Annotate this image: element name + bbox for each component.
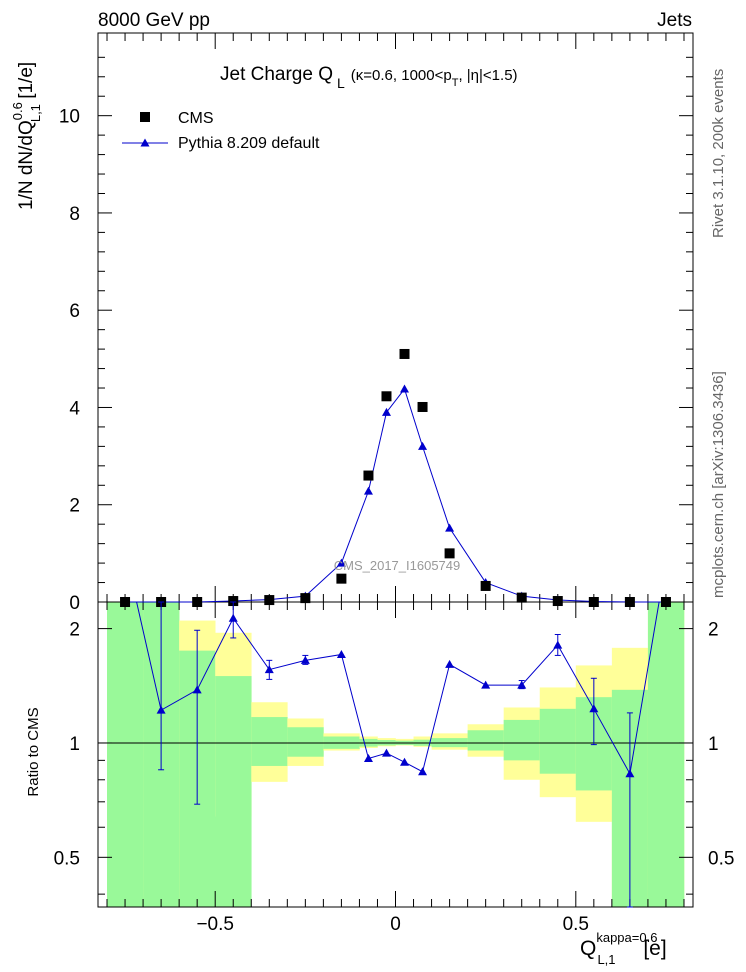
chart-title-main: Jet Charge Q [220, 64, 333, 85]
main-y-label-sup: 0.6 [10, 102, 25, 120]
cms-point [516, 592, 527, 603]
ratio-ytick-label-right: 1 [708, 734, 719, 755]
pythia-point [445, 523, 455, 532]
pythia-point [418, 441, 428, 450]
band-stat-12 [467, 730, 504, 751]
cms-point [588, 597, 599, 607]
rivet-version-label: Rivet 3.1.10, 200k events [710, 69, 727, 238]
band-stat-5 [287, 727, 324, 757]
x-label-b: [e] [638, 937, 667, 960]
cms-point [444, 548, 455, 559]
cms-point [417, 401, 428, 412]
chart-title: Jet Charge Q L (κ=0.6, 1000<pT, |η|<1.5) [220, 64, 518, 91]
header-left-label: 8000 GeV pp [98, 10, 210, 31]
cms-point [228, 596, 239, 607]
ratio-point [381, 748, 391, 757]
analysis-watermark: CMS_2017_I1605749 [334, 558, 461, 573]
mcplots-label: mcplots.cern.ch [arXiv:1306.3436] [710, 371, 727, 598]
ratio-ytick-label-right: 0.5 [708, 848, 734, 869]
band-stat-4 [251, 717, 288, 766]
pythia-point [336, 558, 346, 567]
main-y-axis-label: 1/N dN/dQ0.6 L,1 [1/e] [10, 62, 43, 210]
x-axis-label: Qkappa=0.6 L,1 [e] [580, 930, 667, 967]
ratio-points [156, 613, 635, 778]
x-label-sup: kappa=0.6 [596, 930, 657, 945]
ratio-ytick-label-left: 2 [69, 620, 80, 641]
ratio-line [136, 602, 660, 776]
main-ytick-label: 8 [69, 204, 80, 225]
cms-point [381, 391, 392, 402]
x-tick-label: 0 [390, 914, 401, 935]
cms-point [552, 596, 563, 607]
pythia-line [125, 387, 666, 603]
ratio-y-axis-label: Ratio to CMS [25, 707, 42, 796]
ratio-point [363, 754, 373, 763]
ratio-point [553, 640, 563, 649]
x-tick-labels: −0.5 0 0.5 [196, 914, 589, 935]
chart-title-cuts-b: T [452, 77, 459, 89]
chart-title-cuts-c: , |η|<1.5) [458, 67, 517, 84]
ratio-ytick-label-left: 1 [69, 734, 80, 755]
ratio-ytick-label-left: 0.5 [54, 848, 80, 869]
main-ytick-label: 2 [69, 496, 80, 517]
cms-point [480, 580, 491, 591]
cms-point [336, 573, 347, 584]
cms-point [192, 597, 203, 607]
ratio-uncertainty-bands [107, 602, 685, 907]
ratio-point [481, 680, 491, 689]
legend-pythia-marker [140, 138, 150, 147]
x-tick-label: 0.5 [563, 914, 589, 935]
main-ytick-label: 6 [69, 301, 80, 322]
x-label-sub: L,1 [597, 952, 615, 967]
band-stat-17 [647, 602, 685, 907]
legend-cms-label: CMS [178, 110, 214, 127]
main-y-label-sub: L,1 [28, 104, 43, 122]
pythia-point [400, 384, 410, 393]
legend-cms-marker [140, 112, 150, 122]
pythia-point [363, 486, 373, 495]
main-ytick-label: 0 [69, 593, 80, 614]
cms-point [120, 597, 131, 607]
ratio-point [264, 665, 274, 674]
ratio-ytick-label-right: 2 [708, 620, 719, 641]
main-y-label-b: [1/e] [16, 62, 37, 104]
ratio-point [156, 705, 166, 714]
band-stat-13 [503, 719, 541, 761]
ratio-point [300, 655, 310, 664]
ratio-point [400, 757, 410, 766]
cms-point [624, 597, 635, 607]
ratio-point [418, 767, 428, 776]
band-stat-3 [215, 676, 252, 907]
main-ytick-label: 10 [59, 107, 80, 128]
ratio-point [228, 613, 238, 622]
ratio-point [445, 659, 455, 668]
band-stat-0 [107, 602, 144, 907]
main-ytick-label: 4 [69, 398, 80, 419]
cms-point [399, 348, 410, 359]
x-tick-label: −0.5 [196, 914, 234, 935]
ratio-point [589, 704, 599, 713]
header-right-label: Jets [657, 10, 692, 31]
ratio-point [517, 680, 527, 689]
ratio-y-tick-labels: 0.5 0.5 1 1 2 2 [54, 620, 735, 870]
ratio-polyline [136, 602, 660, 776]
ratio-point [192, 685, 202, 694]
pythia-polyline [125, 387, 666, 603]
ratio-point [336, 649, 346, 658]
cms-point [363, 470, 374, 481]
chart-title-sub: L [337, 75, 345, 91]
ratio-point [625, 769, 635, 778]
band-stat-14 [539, 708, 577, 774]
legend-pythia-label: Pythia 8.209 default [178, 135, 320, 152]
cms-point [300, 593, 311, 604]
chart-title-cuts-a: (κ=0.6, 1000<p [351, 67, 452, 84]
cms-point [264, 595, 275, 606]
pythia-point [381, 407, 391, 416]
cms-point [660, 597, 671, 607]
main-y-label-a: 1/N dN/dQ [16, 120, 37, 210]
x-label-a: Q [580, 937, 596, 960]
main-y-tick-labels: 0 2 4 6 8 10 [59, 107, 81, 614]
